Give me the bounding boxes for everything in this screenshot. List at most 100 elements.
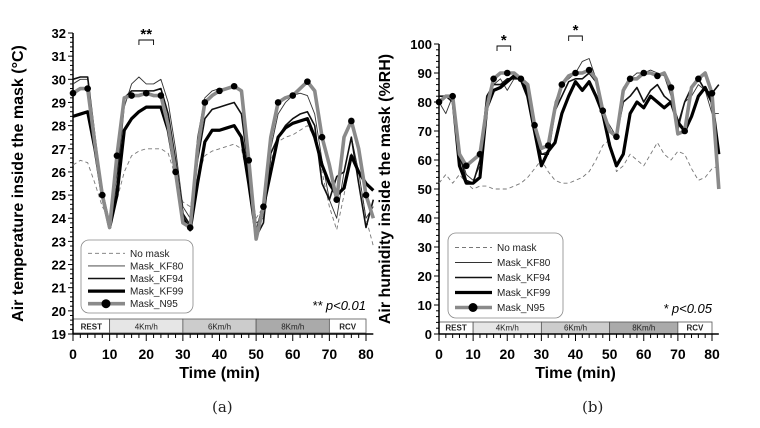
series-marker-n95 <box>274 99 282 106</box>
legend-label: Mask_KF94 <box>497 273 551 284</box>
series-marker-n95 <box>517 75 525 83</box>
series-marker-n95 <box>245 157 253 164</box>
series-marker-n95 <box>113 152 121 160</box>
legend-label: Mask_N95 <box>497 303 545 314</box>
series-marker-n95 <box>599 107 607 114</box>
y-axis-label: Air humidity inside the mask (%RH) <box>377 54 394 324</box>
x-tick-label: 30 <box>534 346 550 362</box>
series-marker-n95 <box>362 191 370 199</box>
phase-label: 8Km/h <box>281 323 304 332</box>
series-marker-n95 <box>476 150 484 158</box>
phase-segment <box>328 318 367 334</box>
series-marker-n95 <box>613 133 620 141</box>
phase-label: REST <box>81 323 102 332</box>
x-tick-label: 50 <box>602 346 618 362</box>
x-tick-label: 0 <box>435 346 443 362</box>
x-tick-label: 70 <box>670 346 686 362</box>
significance-marker: ** <box>140 26 152 43</box>
y-tick-label: 80 <box>418 95 432 110</box>
phase-label: 6Km/h <box>208 323 231 332</box>
chart-panel-b: REST 4Km/h 6Km/h 8Km/h RCV 0 10 20 30 40 50 60 70 80 9… <box>377 22 721 382</box>
x-tick-label: 80 <box>704 346 720 362</box>
y-tick-label: 0 <box>425 327 432 342</box>
y-tick-label: 60 <box>418 153 432 168</box>
series-marker-n95 <box>304 78 311 85</box>
series-marker-n95 <box>289 92 297 99</box>
series-line-mask-n95 <box>72 79 376 241</box>
series-marker-n95 <box>449 92 456 100</box>
x-axis-label: Time (min) <box>535 365 616 382</box>
x-tick-label: 40 <box>212 346 228 362</box>
legend-label: Mask_N95 <box>130 299 178 310</box>
y-tick-label: 22 <box>52 258 66 273</box>
y-tick-label: 27 <box>52 142 66 157</box>
p-value-note: * p<0.05 <box>663 301 713 316</box>
x-tick-label: 60 <box>636 346 652 362</box>
y-tick-label: 23 <box>52 234 66 249</box>
x-tick-label: 70 <box>322 346 338 362</box>
legend-label: No mask <box>130 249 170 260</box>
series-marker-n95 <box>142 89 150 97</box>
series-marker-n95 <box>640 69 648 77</box>
y-tick-label: 70 <box>418 124 432 139</box>
x-tick-label: 40 <box>568 346 584 362</box>
y-tick-label: 10 <box>418 298 432 313</box>
series-marker-n95 <box>531 121 538 129</box>
y-tick-label: 25 <box>52 188 66 203</box>
series-marker-n95 <box>99 191 106 199</box>
y-tick-label: 50 <box>418 182 432 197</box>
series-marker-n95 <box>186 224 194 231</box>
series-line-mask-kf99 <box>72 105 375 237</box>
x-tick-label: 80 <box>358 346 374 362</box>
y-tick-label: 32 <box>52 26 66 41</box>
series-marker-n95 <box>201 99 209 106</box>
phase-label: RCV <box>339 323 357 332</box>
y-tick-label: 20 <box>418 269 432 284</box>
y-tick-label: 19 <box>52 327 66 342</box>
panel-label-a: (a) <box>212 398 233 416</box>
series-marker-n95 <box>503 69 511 77</box>
phase-label: 4Km/h <box>496 324 519 333</box>
legend-box <box>80 239 194 314</box>
y-tick-label: 20 <box>52 304 66 319</box>
phase-label: 4Km/h <box>135 323 158 332</box>
series-marker-n95 <box>667 84 675 91</box>
series-marker-n95 <box>695 75 702 83</box>
phase-label: RCV <box>686 324 704 333</box>
x-tick-label: 60 <box>285 346 301 362</box>
series-marker-n95 <box>654 72 661 80</box>
significance-bracket <box>496 45 512 51</box>
series-marker-n95 <box>230 82 238 90</box>
x-tick-label: 10 <box>465 346 481 362</box>
series-marker-n95 <box>216 87 223 95</box>
series-marker-n95 <box>463 162 470 170</box>
x-tick-label: 10 <box>102 346 118 362</box>
series-marker-n95 <box>84 85 91 92</box>
y-tick-label: 30 <box>52 72 66 87</box>
series-line-no-mask <box>438 139 720 190</box>
x-tick-label: 30 <box>175 346 191 362</box>
y-tick-label: 21 <box>52 281 66 296</box>
y-tick-label: 29 <box>52 95 66 110</box>
legend-label: Mask_KF80 <box>130 261 184 272</box>
legend-box <box>447 232 564 319</box>
legend-label: Mask_KF99 <box>130 287 184 298</box>
series-line-mask-n95 <box>437 68 721 190</box>
y-axis-label: Air temperature inside the mask (°C) <box>10 45 27 322</box>
significance-bracket <box>568 35 583 41</box>
y-tick-label: 90 <box>418 66 432 81</box>
series-marker-n95 <box>681 127 688 135</box>
phase-label: 8Km/h <box>632 324 655 333</box>
series-marker-n95 <box>333 196 341 204</box>
y-tick-label: 100 <box>410 37 432 52</box>
x-tick-label: 20 <box>499 346 515 362</box>
legend-label: Mask_KF80 <box>497 258 551 269</box>
legend-marker <box>468 303 478 312</box>
x-tick-label: 50 <box>248 346 264 362</box>
series-marker-n95 <box>69 89 77 97</box>
series-marker-n95 <box>708 90 716 97</box>
legend-label: Mask_KF94 <box>130 274 184 285</box>
series-marker-n95 <box>435 98 443 106</box>
series-marker-n95 <box>585 66 593 74</box>
y-tick-label: 26 <box>52 165 66 180</box>
